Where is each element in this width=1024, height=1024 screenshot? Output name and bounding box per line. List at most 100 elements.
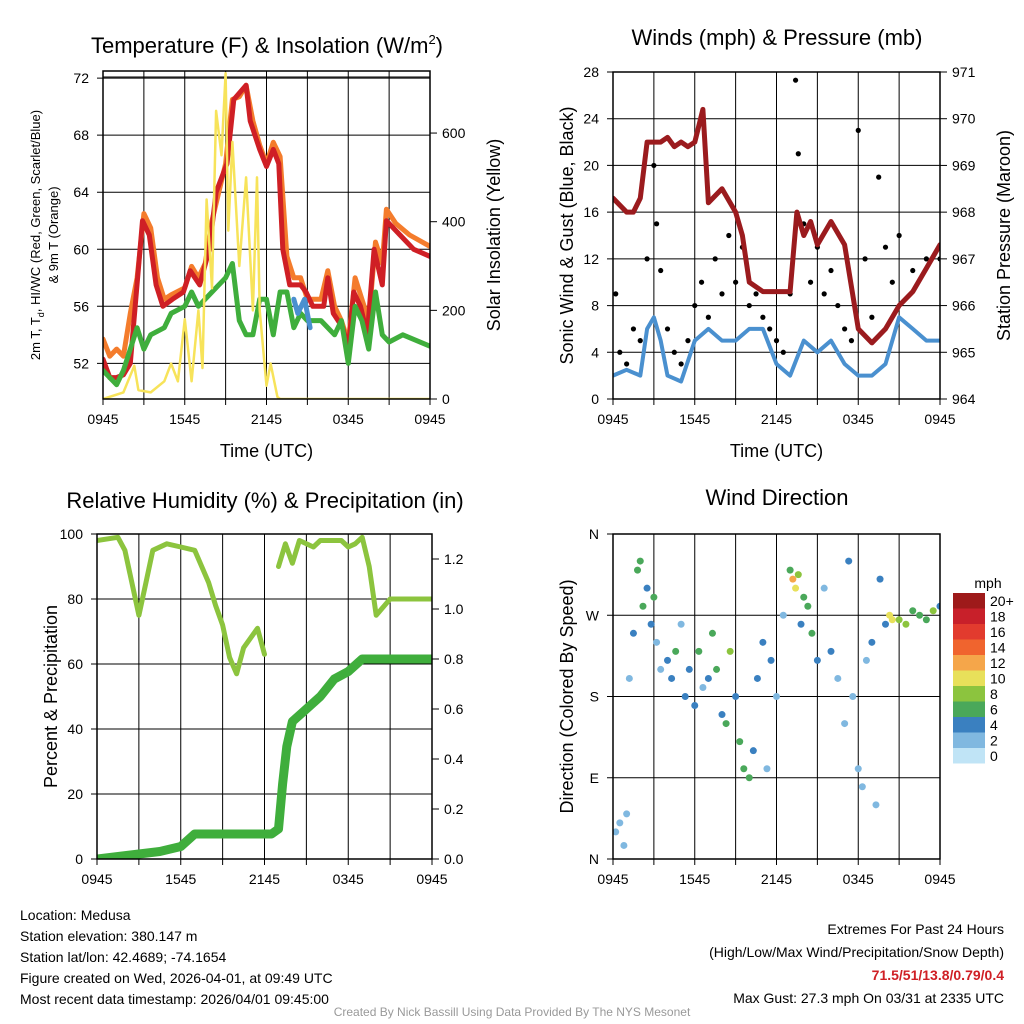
colorbar-swatch — [953, 670, 985, 686]
colorbar-title: mph — [974, 575, 1001, 591]
colorbar-swatch — [953, 608, 985, 624]
gust-point — [685, 338, 691, 344]
wind-direction-point — [858, 783, 866, 791]
y-tick-label: 80 — [67, 591, 83, 607]
wind-direction-point — [804, 602, 812, 610]
figure-created-text: Figure created on Wed, 2026-04-01, at 09… — [20, 970, 333, 986]
y2-tick-label: 0 — [442, 391, 450, 407]
gust-point — [807, 279, 814, 285]
y2-tick-label: 0.4 — [444, 751, 464, 767]
x-tick-label: 0945 — [924, 411, 955, 427]
y-tick-label: 52 — [73, 355, 89, 371]
series-line-2m-t — [103, 82, 430, 381]
x-axis-label: Time (UTC) — [220, 441, 313, 461]
y-label-part: 2m T, T — [28, 317, 43, 360]
y-label-sub: d — [36, 312, 46, 317]
credit-text: Created By Nick Bassill Using Data Provi… — [333, 1005, 691, 1019]
y-tick-label: 56 — [73, 298, 89, 314]
gust-point — [712, 256, 718, 262]
y-axis-label: Direction (Colored By Speed) — [557, 579, 577, 813]
gust-point — [613, 291, 619, 297]
wind-direction-point — [664, 656, 671, 664]
gust-point — [828, 267, 834, 274]
gust-point — [848, 338, 855, 344]
wind-direction-point — [636, 557, 644, 565]
y-tick-label: E — [590, 770, 599, 786]
wind-direction-point — [862, 656, 870, 664]
colorbar-swatch — [953, 686, 985, 702]
wind-direction-point — [650, 593, 658, 601]
gust-point — [692, 302, 698, 309]
x-tick-label: 0345 — [333, 411, 364, 427]
y2-axis-label: Solar Insolation (Yellow) — [484, 139, 504, 331]
wind-direction-point — [745, 774, 753, 782]
wind-direction-point — [629, 629, 637, 637]
x-tick-label: 0945 — [414, 411, 445, 427]
y-tick-label: 68 — [73, 127, 89, 143]
wind-direction-point — [740, 765, 748, 773]
y-tick-label: 72 — [73, 70, 89, 86]
x-tick-label: 2145 — [761, 871, 792, 887]
wind-direction-point — [909, 607, 917, 615]
wind-direction-point — [827, 647, 835, 655]
y2-tick-label: 965 — [952, 344, 976, 360]
wind-direction-point — [834, 674, 842, 682]
wind-direction-point — [929, 607, 937, 615]
y2-tick-label: 200 — [442, 302, 466, 318]
colorbar-label: 0 — [990, 748, 998, 764]
y2-tick-label: 400 — [442, 214, 466, 230]
x-axis-label: Time (UTC) — [730, 441, 823, 461]
chart-title: Temperature (F) & Insolation (W/m2) — [91, 32, 443, 58]
colorbar-swatch — [953, 732, 985, 748]
wind-direction-point — [639, 602, 647, 610]
gust-point — [855, 127, 861, 133]
wind-direction-point — [786, 566, 794, 574]
wind-direction-point — [623, 810, 631, 818]
wind-direction-point — [936, 602, 940, 610]
y2-tick-label: 0.0 — [444, 851, 464, 867]
wind-direction-point — [726, 647, 734, 655]
gust-point — [773, 338, 780, 344]
y-tick-label: 40 — [67, 721, 83, 737]
y-tick-label: 4 — [591, 344, 599, 360]
data-layer — [613, 77, 940, 384]
colorbar-label: 14 — [990, 640, 1006, 656]
wind-direction-point — [845, 557, 853, 565]
title-superscript: 2 — [428, 32, 435, 47]
series-line-solar-insolation — [103, 71, 430, 399]
gust-point — [923, 256, 929, 262]
x-tick-label: 1545 — [679, 411, 710, 427]
gust-point — [821, 291, 827, 297]
wind-direction-point — [713, 665, 721, 673]
wind-direction-point — [922, 616, 930, 624]
y2-tick-label: 966 — [952, 298, 976, 314]
y2-tick-label: 0.6 — [444, 701, 464, 717]
chart-panel-1: Winds (mph) & Pressure (mb) 0945 1545 2145 0… — [557, 25, 1014, 461]
colorbar-swatch — [953, 701, 985, 717]
colorbar-swatch — [953, 655, 985, 671]
x-tick-label: 2145 — [251, 411, 282, 427]
wind-direction-point — [643, 584, 651, 592]
colorbar-label: 8 — [990, 686, 998, 702]
gust-point — [726, 232, 732, 239]
colorbar-label: 6 — [990, 702, 998, 718]
data-layer — [613, 557, 940, 849]
y-tick-label: 60 — [67, 656, 83, 672]
chart-panel-2: Relative Humidity (%) & Precipitation (i… — [41, 488, 464, 887]
gust-point — [869, 314, 875, 320]
wind-direction-point — [854, 765, 862, 773]
gust-point — [795, 151, 801, 157]
series-line-precipitation — [97, 654, 432, 859]
gust-point — [780, 349, 786, 355]
data-layer — [103, 71, 430, 399]
colorbar-swatch — [953, 717, 985, 733]
wind-direction-point — [797, 620, 805, 628]
plot-frame — [612, 71, 941, 400]
gust-point — [882, 244, 889, 250]
gust-point — [654, 221, 660, 227]
gust-point — [889, 279, 895, 285]
wind-direction-point — [882, 620, 889, 628]
y-tick-label: 20 — [583, 157, 599, 173]
wind-direction-point — [808, 629, 816, 637]
